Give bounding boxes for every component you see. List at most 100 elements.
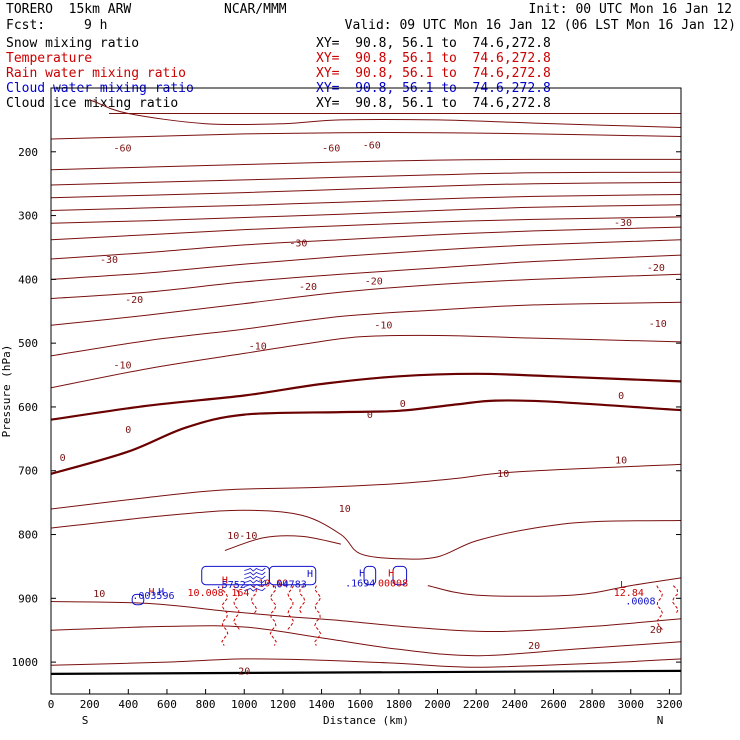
isotherm-10-20 (427, 577, 681, 597)
isotherm-10-19 (224, 535, 341, 551)
contour-label-7: -20 (299, 282, 317, 293)
x-tick-label-2000: 2000 (424, 698, 451, 711)
contour-label-40: 00008 (378, 579, 408, 590)
xsect-cloud-ice: XY= 90.8, 56.1 to 74.6,272.8 (316, 96, 551, 111)
contour-label-3: -30 (614, 218, 632, 229)
contour-label-6: -20 (647, 263, 665, 274)
isotherm-0-15 (51, 372, 681, 421)
field-label-cloud-ice: Cloud ice mixing ratio (6, 96, 179, 111)
x-tick-label-600: 600 (157, 698, 177, 711)
isotherm-m40-6 (51, 194, 681, 211)
cloud-water-fill-line-0 (244, 567, 266, 572)
contour-label-31: H (307, 569, 313, 580)
x-tick-label-1200: 1200 (270, 698, 297, 711)
contour-label-34: .04783 (271, 579, 307, 590)
y-tick-label-500: 500 (18, 337, 38, 350)
rain-water-contour-2 (250, 585, 258, 614)
contour-label-1: -60 (322, 144, 340, 155)
isotherm-20-22 (51, 625, 681, 657)
cloud-water-fill-line-3 (244, 579, 266, 584)
contour-label-26: 20 (238, 667, 250, 678)
contour-label-41: L (620, 580, 626, 591)
hydrometeor-layer (131, 565, 679, 646)
isotherm-m60-2 (51, 131, 681, 140)
isotherm-m30-8 (51, 216, 681, 241)
x-tick-label-2800: 2800 (579, 698, 606, 711)
isotherm-m40-7 (51, 204, 681, 224)
contour-label-5: -30 (100, 255, 118, 266)
init-label: Init: 00 UTC Mon 16 Jan 12 (528, 2, 733, 17)
isotherm-10-17 (51, 463, 681, 510)
contour-label-21: 10 (339, 504, 351, 515)
contour-label-32: .5752 (216, 580, 246, 591)
rain-water-contour-3 (269, 585, 277, 646)
contour-label-20: 10 (497, 469, 509, 480)
contour-label-2: -60 (363, 140, 381, 151)
valid-label: Valid: 09 UTC Mon 16 Jan 12 (06 LST Mon … (344, 18, 736, 33)
contour-label-43: .0008 (625, 597, 655, 608)
x-tick-label-2400: 2400 (502, 698, 529, 711)
y-tick-label-900: 900 (18, 592, 38, 605)
x-tick-label-2600: 2600 (540, 698, 567, 711)
rain-water-contour-5 (298, 585, 306, 614)
contour-label-28: H (158, 587, 164, 598)
isotherm-m30-9 (51, 226, 681, 260)
x-tick-label-3200: 3200 (656, 698, 683, 711)
contour-label-30: H (222, 575, 228, 586)
contour-label-8: -20 (365, 276, 383, 287)
contour-label-18: 0 (60, 453, 66, 464)
isotherm-m20-11 (51, 254, 681, 299)
center-label: NCAR/MMM (224, 2, 287, 17)
plot-frame (50, 87, 682, 695)
y-tick-label-700: 700 (18, 465, 38, 478)
model-label: TORERO 15km ARW (6, 2, 132, 17)
cloud-water-contour-0 (131, 593, 145, 606)
contour-label-15: 0 (400, 399, 406, 410)
cloud-water-contour-4 (392, 565, 408, 586)
x-tick-label-200: 200 (80, 698, 100, 711)
contour-label-4: -30 (289, 239, 307, 250)
rain-water-contour-7 (656, 585, 664, 630)
contour-label-37: H (359, 568, 365, 579)
x-tick-label-800: 800 (196, 698, 216, 711)
x-tick-label-1400: 1400 (308, 698, 335, 711)
cloud-water-fill-line-1 (244, 571, 266, 576)
isotherm-m50-4 (51, 171, 681, 186)
contour-label-19: 10 (615, 456, 627, 467)
y-tick-label-200: 200 (18, 146, 38, 159)
surface-line (51, 669, 681, 675)
contour-label-0: -60 (113, 144, 131, 155)
contour-layer (51, 99, 681, 675)
contour-label-14: 0 (618, 391, 624, 402)
fcst-label: Fcst: (6, 18, 46, 33)
y-tick-label-400: 400 (18, 273, 38, 286)
rain-water-contour-6 (314, 585, 322, 646)
x-tick-label-1800: 1800 (386, 698, 413, 711)
isotherm-10-18 (51, 509, 681, 560)
contour-label-10: -10 (649, 319, 667, 330)
contour-label-42: 12.84 (614, 588, 644, 599)
contour-label-29: .003596 (132, 591, 174, 602)
contour-label-9: -20 (125, 295, 143, 306)
x-tick-label-0: 0 (48, 698, 55, 711)
field-label-rain: Rain water mixing ratio (6, 66, 187, 81)
contour-label-layer: -60 -60 -60 -30 -30 -30 -20 -20 -20 -20 -10 -10 -10 -… (60, 140, 667, 677)
isotherm-0-16 (51, 399, 681, 475)
y-tick-label-800: 800 (18, 529, 38, 542)
isotherm-m60-3 (51, 158, 681, 171)
contour-label-38: H (388, 568, 394, 579)
x-axis-label: Distance (km) (323, 714, 409, 727)
isotherm-m50-5 (51, 181, 681, 199)
contour-label-17: 0 (125, 425, 131, 436)
rain-water-contour-8 (671, 585, 679, 614)
isotherm-m10-14 (51, 334, 681, 389)
x-tick-label-1600: 1600 (347, 698, 374, 711)
field-label-temperature: Temperature (6, 51, 93, 66)
cloud-water-contour-2 (268, 565, 317, 586)
x-tick-label-1000: 1000 (231, 698, 258, 711)
isotherm-m10-13 (51, 301, 681, 357)
contour-label-27: H (148, 587, 154, 598)
rain-water-contour-0 (221, 585, 229, 646)
contour-label-24: 20 (528, 641, 540, 652)
contour-label-39: .1694 (345, 579, 375, 590)
